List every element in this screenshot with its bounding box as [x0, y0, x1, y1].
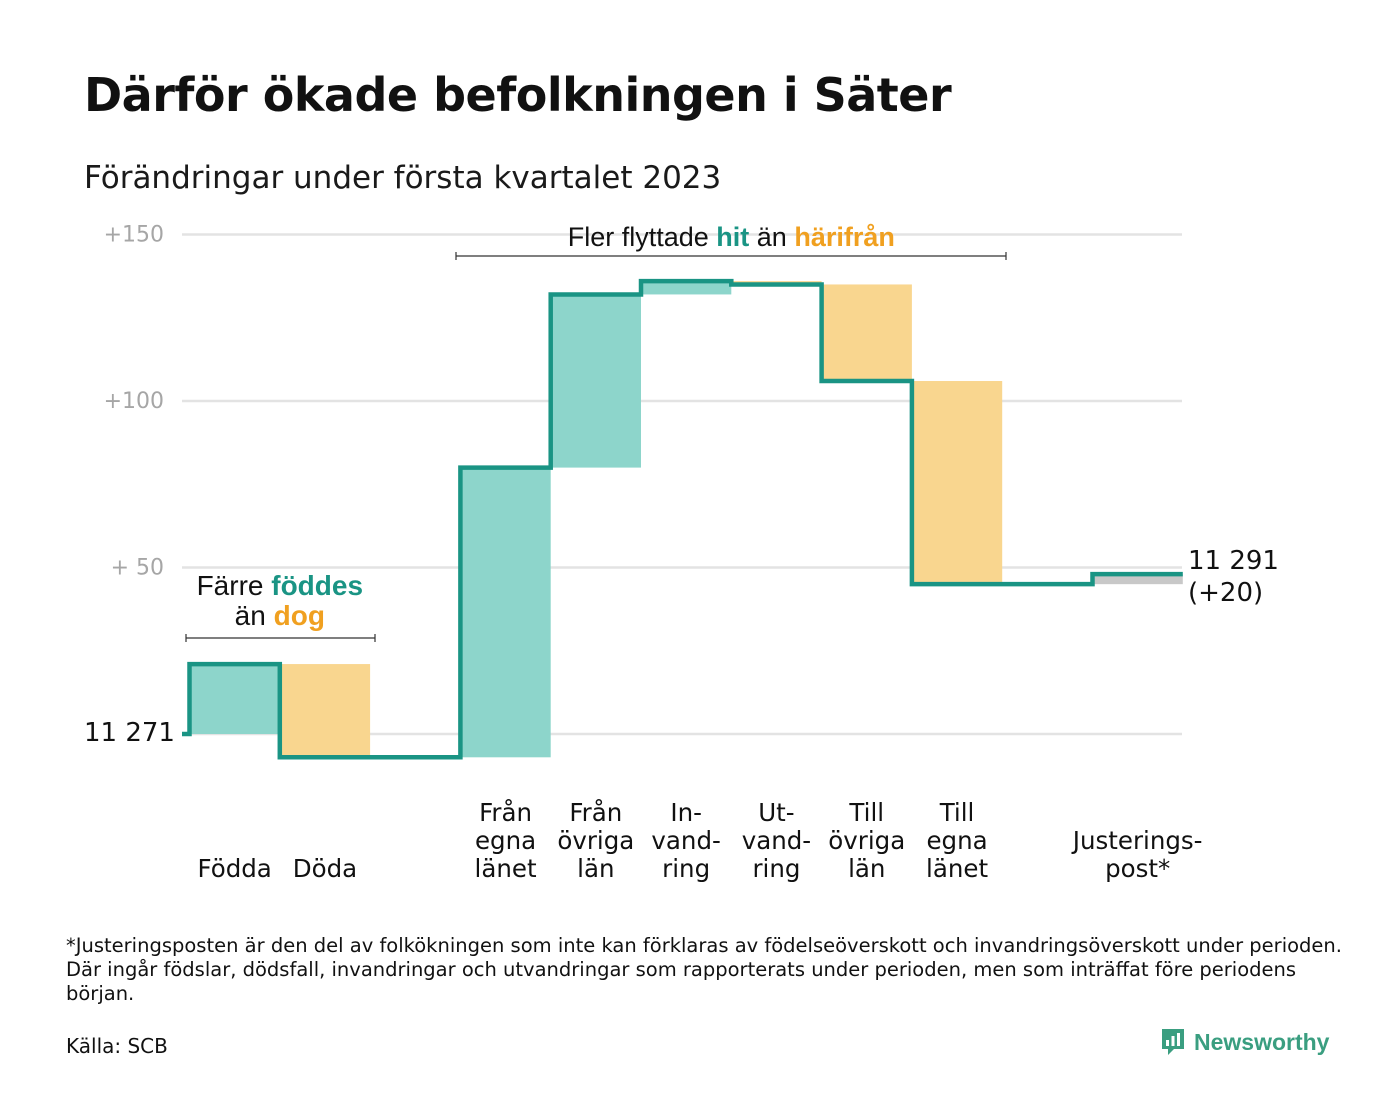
x-category-label: Till egna länet — [926, 798, 988, 883]
end-change-label: (+20) — [1188, 578, 1263, 608]
x-category-label: Döda — [293, 854, 357, 883]
x-category-label: Från egna länet — [475, 798, 537, 883]
waterfall-bar — [911, 381, 1003, 585]
waterfall-chart: +150 +100 + 50 11 271 11 291(+20) Födda Döda Fr… — [84, 222, 1279, 883]
x-category-label: In-vand-ring — [651, 798, 720, 883]
y-tick-label: + 50 — [111, 556, 164, 581]
footnote: *Justeringsposten är den del av folkökni… — [66, 934, 1342, 1005]
y-tick-label: +150 — [104, 223, 164, 248]
source-note: Källa: SCB — [66, 1034, 168, 1058]
chart-title: Därför ökade befolkningen i Säter — [84, 68, 952, 122]
waterfall-bar — [189, 664, 280, 734]
annotation-text: Färre föddes — [197, 570, 363, 601]
x-category-label: Födda — [197, 854, 271, 883]
chart-subtitle: Förändringar under första kvartalet 2023 — [84, 160, 722, 196]
waterfall-bar — [279, 664, 371, 758]
x-category-label: Ut-vand-ring — [742, 798, 811, 883]
x-category-label: Justerings-post* — [1071, 826, 1203, 883]
newsworthy-logo-icon — [1162, 1029, 1184, 1055]
waterfall-bar — [1092, 574, 1183, 585]
brand-name: Newsworthy — [1194, 1028, 1330, 1055]
x-category-label: Till övriga län — [828, 798, 905, 883]
y-tick-label: +100 — [104, 389, 164, 414]
waterfall-bar — [550, 294, 641, 468]
waterfall-bar — [460, 467, 551, 758]
x-category-label: Från övriga län — [557, 798, 634, 883]
cumulative-step-line — [182, 278, 1183, 760]
brand-logo: Newsworthy — [1160, 1027, 1329, 1057]
end-value-label: 11 291 — [1188, 546, 1279, 576]
waterfall-bar — [641, 281, 732, 295]
start-value-label: 11 271 — [84, 718, 175, 748]
annotation-text: Fler flyttade hit än härifrån — [568, 222, 895, 252]
waterfall-bar — [821, 284, 912, 382]
annotation-text: än dog — [235, 600, 325, 631]
